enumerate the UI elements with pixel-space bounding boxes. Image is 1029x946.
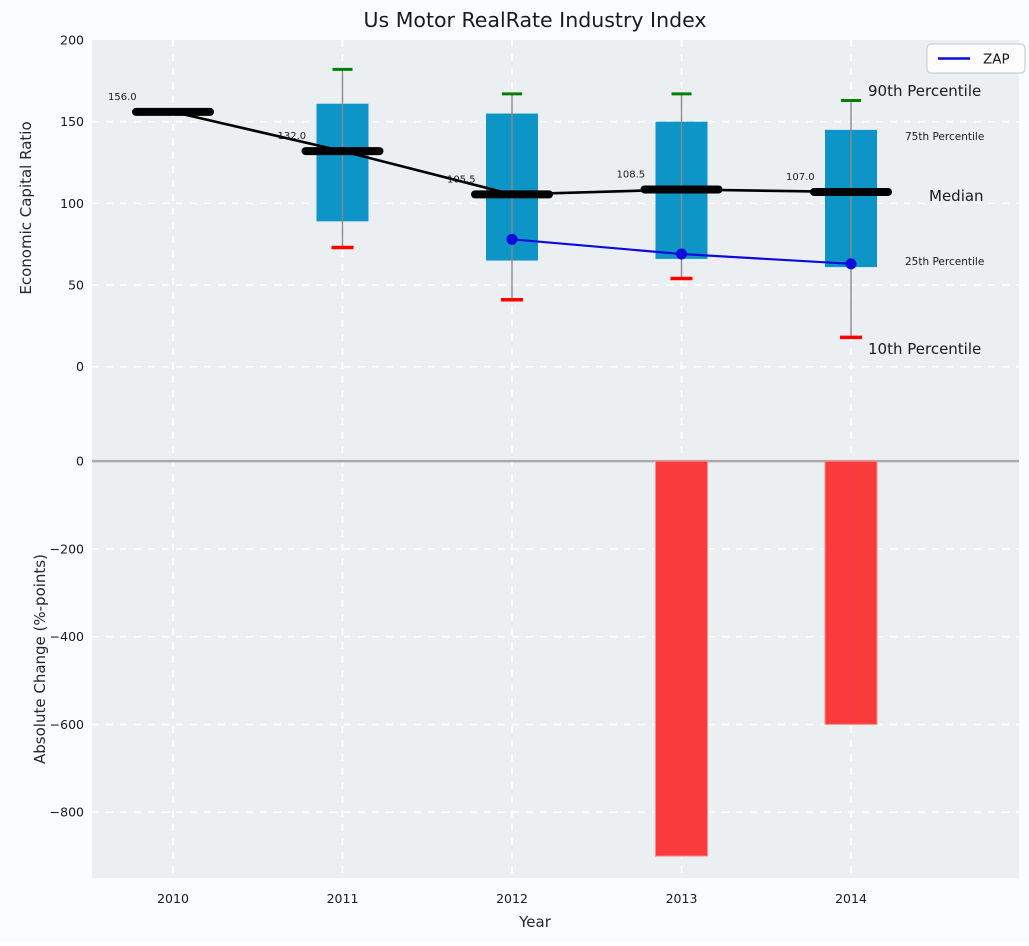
marks-layer: 156.0 132.0 105.5 108.5 107.0 — [92, 67, 1019, 857]
plot-background — [92, 40, 1019, 878]
change-bar-2013 — [655, 460, 708, 857]
x-tick-2012: 2012 — [496, 891, 528, 906]
annotation-90th-percentile: 90th Percentile — [868, 82, 981, 100]
zap-point — [845, 258, 857, 270]
y-tick-bottom: −200 — [50, 541, 84, 556]
ticks-layer: 0 50 100 150 200 0 −200 −400 −600 −800 2010 2011 201… — [50, 33, 867, 907]
y-tick-bottom: −600 — [50, 717, 84, 732]
x-tick-2014: 2014 — [835, 891, 867, 906]
annotation-median: Median — [929, 187, 984, 205]
y-tick-top: 150 — [60, 114, 84, 129]
chart-title: Us Motor RealRate Industry Index — [364, 8, 707, 32]
y-tick-bottom: −400 — [50, 629, 84, 644]
annotation-25th-percentile: 25th Percentile — [905, 256, 984, 268]
median-value-label-2010: 156.0 — [108, 92, 137, 103]
median-value-label-2013: 108.5 — [617, 169, 646, 180]
x-tick-2013: 2013 — [666, 891, 698, 906]
y-tick-bottom: 0 — [76, 454, 84, 469]
y-tick-top: 100 — [60, 196, 84, 211]
background-layer — [92, 40, 1019, 878]
legend-label: ZAP — [983, 52, 1010, 68]
y-tick-top: 0 — [76, 359, 84, 374]
x-axis-label: Year — [518, 913, 552, 931]
x-tick-2010: 2010 — [157, 891, 189, 906]
annotation-10th-percentile: 10th Percentile — [868, 340, 981, 358]
legend: ZAP — [926, 43, 1026, 74]
zap-point — [676, 248, 687, 260]
y-axis-label-top: Economic Capital Ratio — [17, 121, 35, 294]
change-bar-2014 — [824, 460, 878, 725]
y-tick-bottom: −800 — [50, 805, 84, 820]
legend-box — [926, 43, 1026, 74]
y-tick-top: 200 — [60, 33, 84, 48]
y-tick-top: 50 — [68, 278, 84, 293]
median-value-label-2014: 107.0 — [786, 172, 815, 183]
y-axis-label-bottom: Absolute Change (%-points) — [31, 554, 49, 764]
annotation-75th-percentile: 75th Percentile — [905, 131, 984, 143]
x-tick-2011: 2011 — [327, 891, 359, 906]
median-value-label-2011: 132.0 — [278, 131, 307, 142]
median-value-label-2012: 105.5 — [447, 174, 476, 185]
zap-point — [506, 233, 518, 245]
